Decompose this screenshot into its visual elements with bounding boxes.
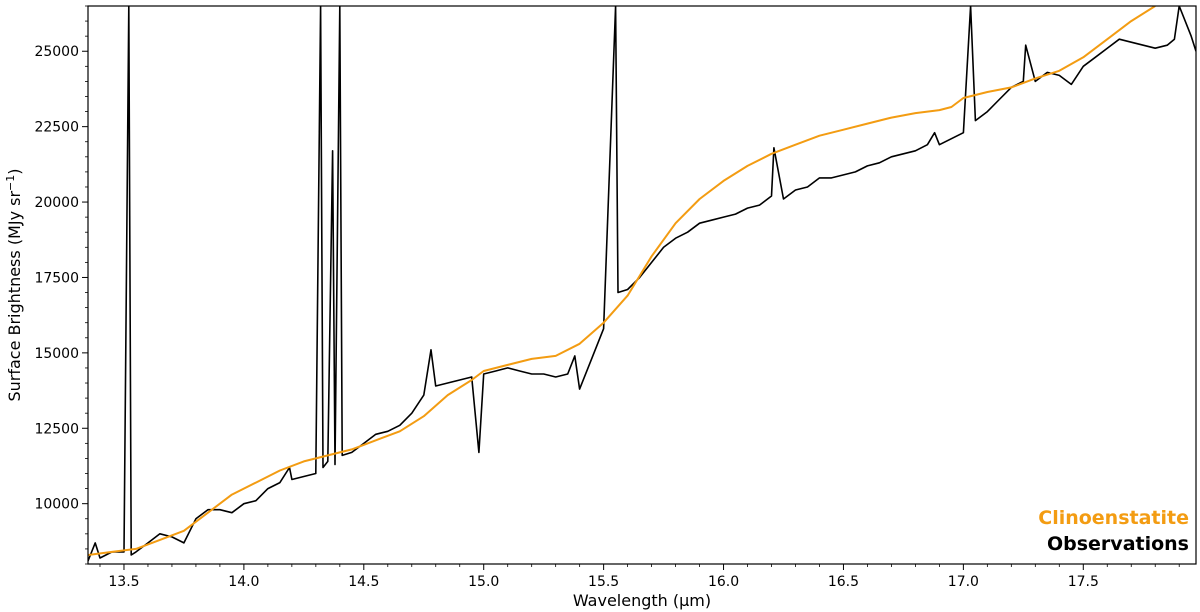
- x-tick-label: 16.0: [708, 574, 739, 590]
- x-tick-label: 15.0: [468, 574, 499, 590]
- series-layer: [88, 6, 1196, 562]
- y-tick-labels: 10000 12500 15000 17500 20000 22500 25000: [34, 44, 79, 512]
- x-tick-label: 14.0: [228, 574, 259, 590]
- series-line-observations: [88, 6, 1196, 562]
- y-axis-label-end: ): [5, 168, 24, 174]
- y-tick-label: 20000: [34, 195, 79, 211]
- y-tick-label: 10000: [34, 497, 79, 513]
- tick-marks: [82, 5, 1180, 570]
- y-axis-label: Surface Brightness (MJy sr−1): [4, 168, 24, 401]
- x-tick-label: 14.5: [348, 574, 379, 590]
- y-tick-label: 25000: [34, 44, 79, 60]
- series-line-clinoenstatite: [88, 6, 1156, 556]
- x-tick-label: 16.5: [828, 574, 859, 590]
- x-axis-label: Wavelength (μm): [573, 591, 711, 610]
- plot-area: [88, 6, 1196, 562]
- x-tick-label: 17.5: [1068, 574, 1099, 590]
- x-tick-label: 15.5: [588, 574, 619, 590]
- x-tick-label: 13.5: [108, 574, 139, 590]
- legend-entry-clinoenstatite: Clinoenstatite: [1038, 507, 1189, 529]
- y-tick-label: 17500: [34, 270, 79, 286]
- plot-frame: [87, 5, 1197, 565]
- y-axis-label-sup: −1: [4, 175, 17, 191]
- x-tick-labels: 13.5 14.0 14.5 15.0 15.5 16.0 16.5 17.0 17.5: [108, 574, 1098, 590]
- y-tick-label: 12500: [34, 421, 79, 437]
- x-tick-label: 17.0: [948, 574, 979, 590]
- y-axis-label-main: Surface Brightness (MJy sr: [5, 191, 24, 402]
- y-tick-label: 22500: [34, 120, 79, 136]
- legend-entry-observations: Observations: [1047, 533, 1189, 555]
- y-tick-label: 15000: [34, 346, 79, 362]
